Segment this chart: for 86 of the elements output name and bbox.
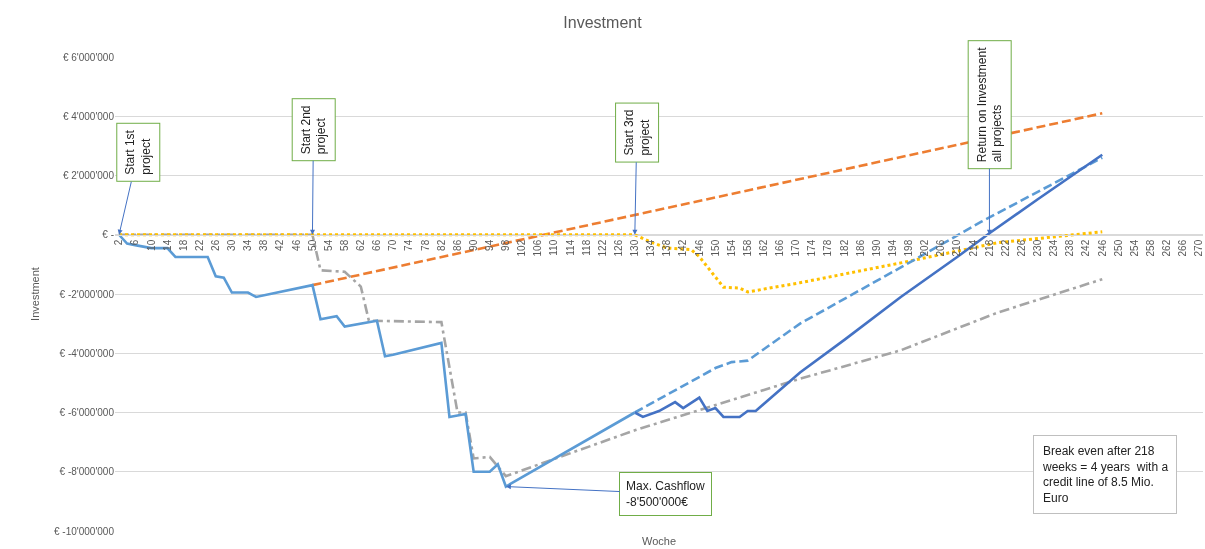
x-tick-label: 130 [629, 239, 641, 257]
x-tick-label: 270 [1193, 239, 1205, 257]
x-tick-label: 154 [725, 239, 737, 257]
annotation: Break even after 218 weeks = 4 years with a credit line of 8.5 Mio. Euro [1042, 444, 1169, 505]
x-tick-label: 78 [419, 239, 431, 251]
x-tick-label: 50 [306, 239, 318, 251]
x-tick-label: 94 [484, 239, 496, 251]
x-tick-label: 162 [758, 239, 770, 257]
x-tick-label: 102 [516, 239, 528, 257]
x-tick-label: 6 [129, 239, 141, 246]
x-tick-label: 138 [661, 239, 673, 257]
x-tick-label: 54 [322, 239, 334, 251]
x-tick-label: 174 [806, 239, 818, 257]
x-tick-label: 74 [403, 239, 415, 251]
y-tick-label: € - [102, 229, 114, 241]
x-tick-label: 258 [1144, 239, 1156, 257]
x-tick-label: 42 [274, 239, 286, 251]
x-axis-title: Woche [642, 535, 677, 547]
x-tick-label: 142 [677, 239, 689, 257]
x-tick-label: 250 [1112, 239, 1124, 257]
x-tick-label: 18 [177, 239, 189, 251]
x-tick-label: 134 [645, 239, 657, 257]
x-tick-label: 26 [209, 239, 221, 251]
x-tick-label: 234 [1048, 239, 1060, 257]
x-tick-label: 218 [983, 239, 995, 257]
x-tick-label: 230 [1032, 239, 1044, 257]
x-tick-label: 122 [596, 239, 608, 257]
x-tick-label: 62 [355, 239, 367, 251]
x-tick-label: 254 [1128, 239, 1140, 257]
x-tick-label: 110 [548, 239, 560, 256]
x-tick-label: 226 [1015, 239, 1027, 257]
x-tick-label: 242 [1080, 239, 1092, 257]
x-tick-label: 182 [838, 239, 850, 257]
x-tick-label: 2 [113, 239, 125, 246]
x-tick-label: 58 [338, 239, 350, 251]
x-tick-label: 14 [161, 239, 173, 251]
x-tick-label: 90 [467, 239, 479, 251]
x-tick-label: 118 [580, 239, 592, 256]
x-tick-label: 146 [693, 239, 705, 257]
x-tick-label: 126 [612, 239, 624, 257]
x-tick-label: 202 [919, 239, 931, 257]
x-tick-label: 194 [886, 239, 898, 257]
x-tick-label: 170 [790, 239, 802, 257]
y-tick-label: € -2'000'000 [59, 288, 115, 300]
x-tick-label: 34 [242, 239, 254, 251]
annotation: Start 2nd project [298, 105, 329, 155]
x-tick-label: 186 [854, 239, 866, 257]
x-tick-label: 238 [1064, 239, 1076, 257]
x-tick-label: 150 [709, 239, 721, 257]
x-tick-label: 22 [193, 239, 205, 251]
x-tick-label: 266 [1177, 239, 1189, 257]
x-tick-label: 106 [532, 239, 544, 257]
x-tick-label: 46 [290, 239, 302, 251]
x-tick-label: 30 [226, 239, 238, 251]
annotation: Max. Cashflow -8'500'000€ [626, 479, 706, 509]
x-tick-label: 70 [387, 239, 399, 251]
x-tick-label: 206 [935, 239, 947, 257]
x-tick-label: 98 [500, 239, 512, 251]
x-tick-label: 198 [903, 239, 915, 257]
x-tick-label: 246 [1096, 239, 1108, 257]
y-tick-label: € -10'000'000 [54, 525, 115, 537]
annotation: Return on Investment all projects [974, 46, 1005, 163]
y-tick-label: € 6'000'000 [62, 51, 115, 63]
x-tick-label: 158 [741, 239, 753, 257]
x-tick-label: 66 [371, 239, 383, 251]
chart-title: Investment [563, 13, 643, 31]
x-tick-label: 166 [774, 239, 786, 257]
x-tick-label: 82 [435, 239, 447, 251]
y-tick-label: € -4'000'000 [59, 347, 115, 359]
x-tick-label: 262 [1160, 239, 1172, 257]
x-tick-label: 178 [822, 239, 834, 257]
annotation: Start 1st project [123, 129, 153, 175]
x-tick-label: 38 [258, 239, 270, 251]
y-axis-title: Investment [28, 267, 41, 321]
y-tick-label: € 4'000'000 [62, 110, 115, 122]
y-tick-label: € 2'000'000 [62, 170, 115, 181]
x-tick-label: 210 [951, 239, 963, 257]
y-tick-label: € -6'000'000 [59, 407, 115, 418]
x-tick-label: 190 [870, 239, 882, 257]
x-tick-label: 86 [451, 239, 463, 251]
annotation: Start 3rd project [622, 109, 652, 156]
y-tick-label: € -8'000'000 [59, 466, 115, 478]
x-tick-label: 222 [999, 239, 1011, 257]
x-tick-label: 214 [967, 239, 979, 257]
x-tick-label: 10 [145, 239, 157, 251]
x-tick-label: 114 [564, 239, 576, 256]
